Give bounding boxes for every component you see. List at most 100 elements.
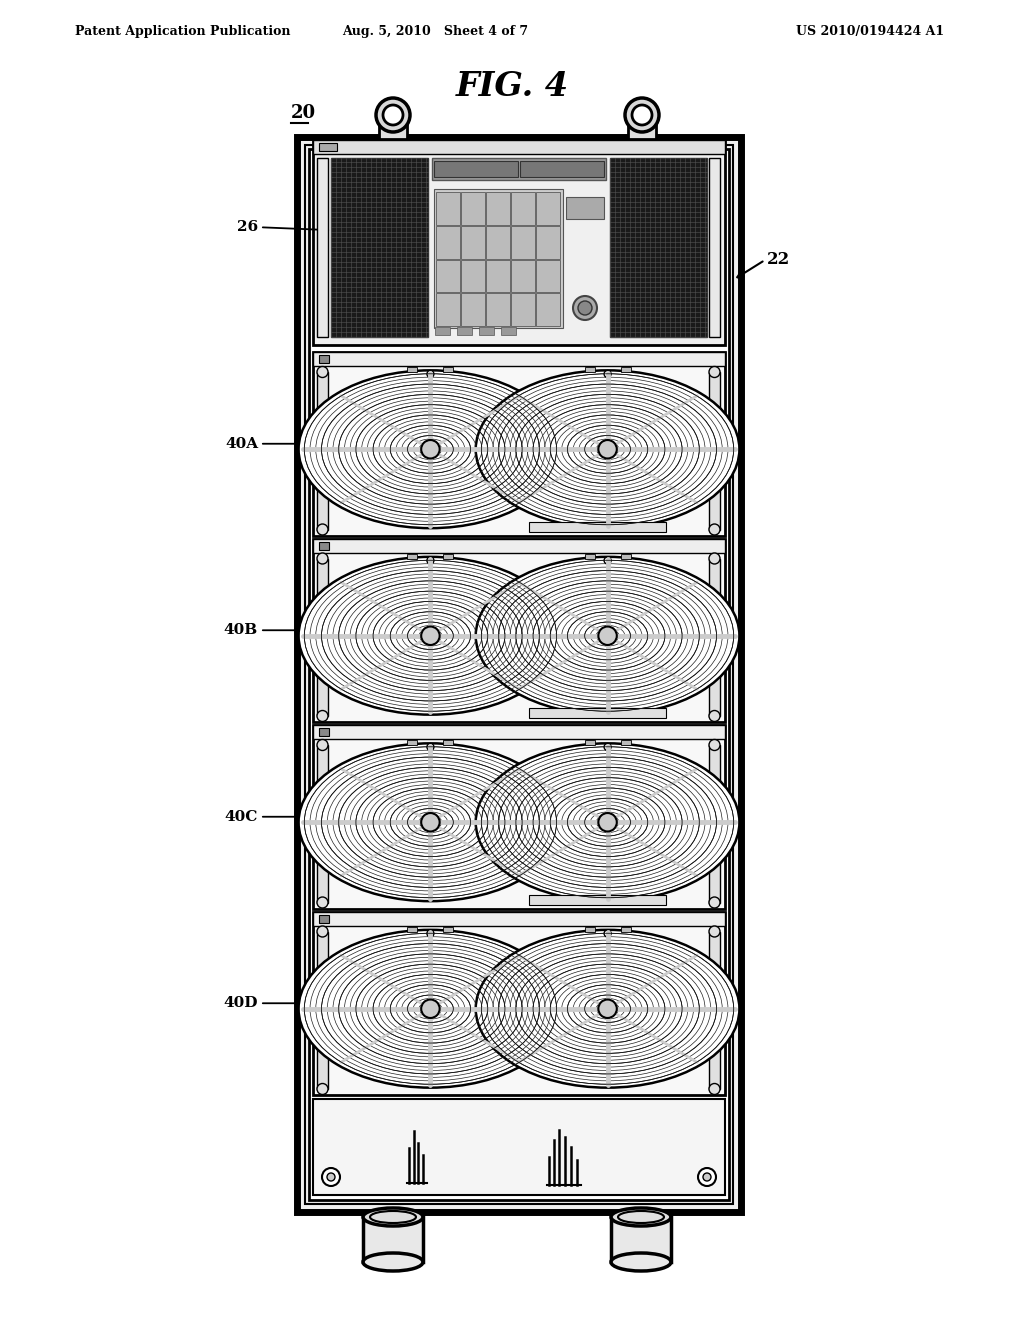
Bar	[317, 558, 328, 715]
Circle shape	[604, 557, 611, 564]
Bar	[317, 372, 328, 529]
Bar	[434, 161, 518, 177]
Ellipse shape	[299, 929, 562, 1088]
Bar	[436, 191, 460, 224]
Circle shape	[317, 739, 328, 751]
Bar	[313, 539, 725, 722]
Bar	[432, 158, 606, 180]
Bar	[709, 558, 720, 715]
Ellipse shape	[299, 557, 562, 714]
Text: US 2010/0194424 A1: US 2010/0194424 A1	[796, 25, 944, 38]
Bar	[621, 741, 631, 744]
Text: 40A: 40A	[225, 437, 258, 450]
Text: 22: 22	[767, 252, 791, 268]
Bar	[520, 161, 604, 177]
Circle shape	[317, 367, 328, 378]
Circle shape	[573, 296, 597, 319]
Circle shape	[709, 1084, 720, 1094]
Bar	[313, 912, 725, 925]
Circle shape	[427, 931, 434, 937]
Ellipse shape	[362, 1253, 423, 1271]
Bar	[709, 158, 720, 337]
Circle shape	[709, 927, 720, 937]
Bar	[317, 158, 328, 337]
Bar	[317, 744, 328, 903]
Circle shape	[709, 739, 720, 751]
Circle shape	[376, 98, 410, 132]
Ellipse shape	[476, 929, 739, 1088]
Bar	[443, 741, 454, 744]
Circle shape	[317, 927, 328, 937]
Ellipse shape	[362, 1208, 423, 1226]
Bar	[313, 539, 725, 553]
Circle shape	[317, 524, 328, 535]
Ellipse shape	[611, 1253, 671, 1271]
Bar	[511, 226, 535, 259]
Bar	[319, 541, 329, 549]
Circle shape	[698, 1168, 716, 1185]
Bar	[621, 367, 631, 372]
Bar	[319, 143, 337, 150]
Bar	[486, 293, 510, 326]
Bar	[313, 912, 725, 1096]
Circle shape	[709, 524, 720, 535]
Bar	[457, 327, 472, 335]
Circle shape	[604, 743, 611, 751]
Bar	[709, 744, 720, 903]
Bar	[443, 927, 454, 932]
Bar	[479, 327, 494, 335]
Ellipse shape	[299, 371, 562, 528]
Bar	[511, 191, 535, 224]
Text: 40B: 40B	[224, 623, 258, 638]
Text: 20: 20	[291, 104, 316, 121]
Circle shape	[578, 301, 592, 315]
Circle shape	[604, 371, 611, 378]
Circle shape	[598, 627, 616, 645]
Bar	[461, 191, 485, 224]
Bar	[585, 553, 595, 558]
Text: 26: 26	[237, 220, 258, 234]
Circle shape	[709, 710, 720, 722]
Circle shape	[709, 898, 720, 908]
Bar	[536, 293, 560, 326]
Circle shape	[625, 98, 659, 132]
Circle shape	[632, 106, 652, 125]
Bar	[486, 260, 510, 292]
Bar	[313, 352, 725, 366]
Circle shape	[598, 999, 616, 1018]
Ellipse shape	[611, 1208, 671, 1226]
Text: 40C: 40C	[224, 809, 258, 824]
Bar	[319, 355, 329, 363]
Bar	[486, 191, 510, 224]
Bar	[536, 260, 560, 292]
Bar	[436, 260, 460, 292]
Bar	[313, 352, 725, 536]
Ellipse shape	[476, 557, 739, 714]
Bar	[436, 226, 460, 259]
Bar	[319, 915, 329, 923]
Circle shape	[709, 553, 720, 564]
Bar	[436, 293, 460, 326]
Circle shape	[703, 1173, 711, 1181]
Bar	[408, 741, 418, 744]
Circle shape	[317, 898, 328, 908]
Bar	[317, 932, 328, 1089]
Bar	[511, 260, 535, 292]
Bar	[313, 140, 725, 154]
Bar	[408, 927, 418, 932]
Circle shape	[327, 1173, 335, 1181]
Circle shape	[421, 627, 439, 645]
Circle shape	[598, 440, 616, 458]
Text: Aug. 5, 2010   Sheet 4 of 7: Aug. 5, 2010 Sheet 4 of 7	[342, 25, 528, 38]
Bar	[511, 293, 535, 326]
Circle shape	[604, 931, 611, 937]
Bar	[501, 327, 516, 335]
Bar	[709, 932, 720, 1089]
Bar	[319, 729, 329, 737]
Bar	[529, 708, 666, 718]
Bar	[305, 145, 733, 1204]
Circle shape	[317, 1084, 328, 1094]
Circle shape	[427, 371, 434, 378]
Bar	[536, 226, 560, 259]
Bar	[434, 189, 563, 327]
